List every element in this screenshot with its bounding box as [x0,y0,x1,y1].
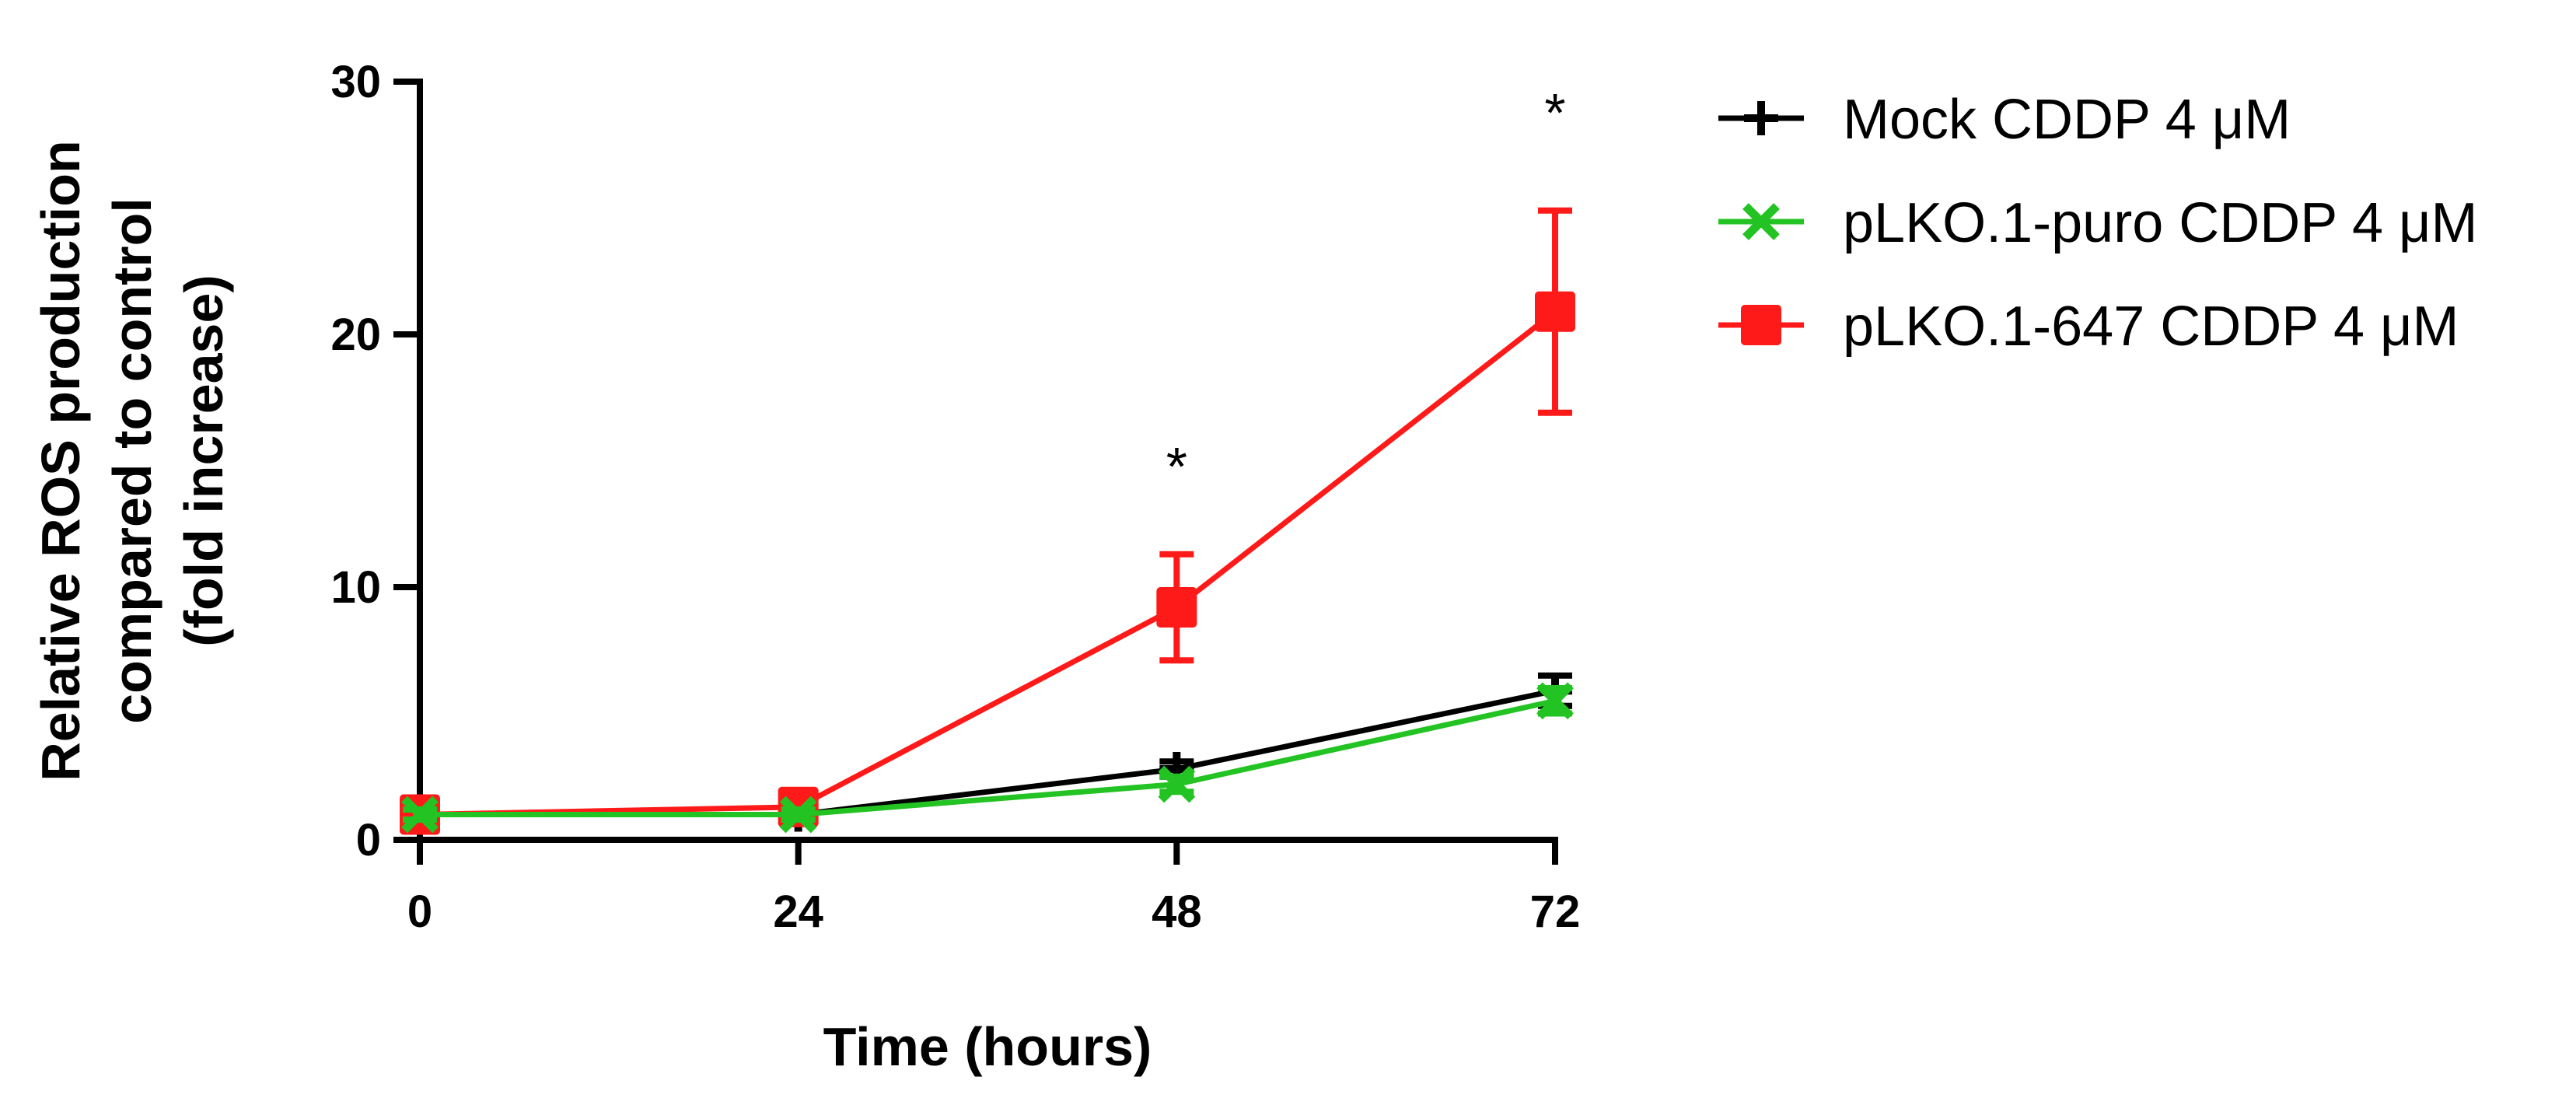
legend-marker [1742,203,1780,240]
legend-item: pLKO.1-647 CDDP 4 μM [1718,295,2459,358]
x-tick-label: 24 [773,886,823,937]
legend-marker [1744,101,1778,135]
data-point [1535,291,1575,332]
y-tick-label: 10 [330,562,381,613]
x-axis-title: Time (hours) [823,1016,1152,1077]
data-point [1158,765,1196,803]
data-point [1536,682,1574,720]
y-ticks: 0 10 20 30 [330,57,420,865]
legend-label: pLKO.1-puro CDDP 4 μM [1843,192,2477,254]
plot-axes [417,79,1558,843]
x-tick-label: 0 [407,886,432,937]
y-axis-title: Relative ROS production compared to contr… [30,140,234,782]
legend: Mock CDDP 4 μM pLKO.1-puro CDDP 4 μM pLKO.… [1718,89,2477,358]
series-line [420,698,1556,817]
x-ticks: 0 24 48 72 [407,840,1580,937]
marker-stroke [1536,682,1574,720]
legend-label: pLKO.1-647 CDDP 4 μM [1843,295,2459,358]
marker-stroke [779,796,817,834]
y-tick-label: 0 [356,815,381,865]
marker-stroke [1742,203,1780,240]
annotation-layer: ** [1166,82,1566,497]
legend-item: pLKO.1-puro CDDP 4 μM [1718,192,2477,254]
data-point [1156,587,1197,628]
series-line [419,309,1557,817]
significance-asterisk: * [1544,82,1565,143]
series-0 [403,672,1572,832]
series-layer [400,207,1575,835]
x-tick-label: 48 [1152,886,1202,937]
marker-stroke [401,796,439,834]
y-tick-label: 30 [330,57,381,107]
y-axis-title-line: compared to control [102,198,163,724]
data-point [401,796,439,834]
y-axis-title-line: (fold increase) [173,275,234,646]
marker-stroke [1158,765,1196,803]
y-tick-label: 20 [330,309,381,360]
legend-marker [1741,305,1781,345]
series-1 [401,682,1574,834]
legend-label: Mock CDDP 4 μM [1843,89,2291,151]
y-axis-title-line: Relative ROS production [30,140,91,782]
legend-item: Mock CDDP 4 μM [1718,89,2291,151]
data-point [779,796,817,834]
significance-asterisk: * [1166,436,1187,497]
x-tick-label: 72 [1530,886,1581,937]
series-2 [400,207,1575,835]
